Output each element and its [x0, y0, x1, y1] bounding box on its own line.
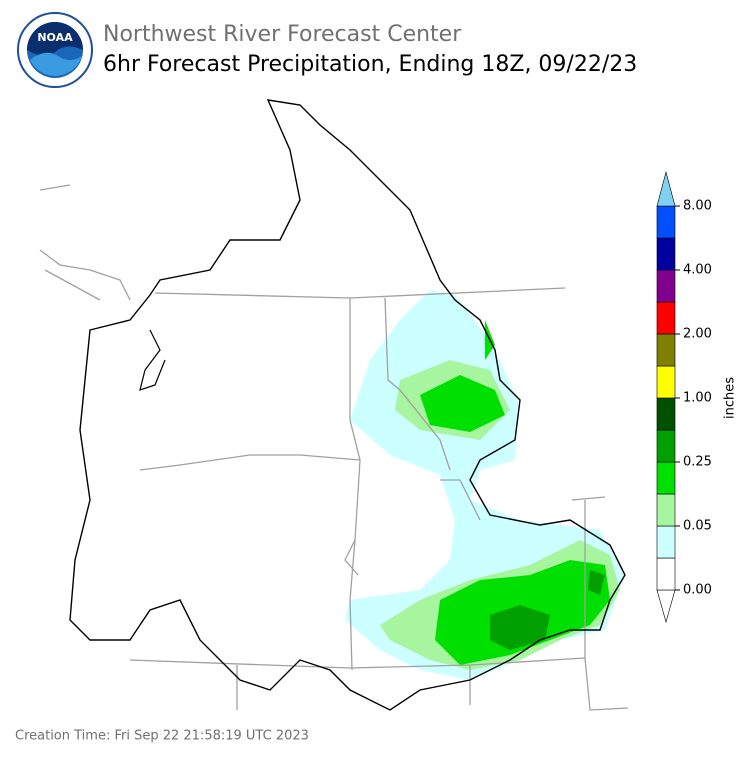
map-title: 6hr Forecast Precipitation, Ending 18Z, …: [103, 52, 637, 77]
colorbar-tick-label: 4.00: [683, 263, 712, 278]
logo-text: NOAA: [37, 31, 73, 44]
basin-boundary: [69, 99, 626, 711]
puget-sound: [139, 329, 166, 391]
org-name: Northwest River Forecast Center: [103, 22, 462, 47]
noaa-logo: NOAA: [17, 12, 93, 88]
state-boundaries: [39, 184, 629, 711]
colorbar-tick-label: 0.00: [683, 583, 712, 598]
colorbar-tick-label: 1.00: [683, 391, 712, 406]
colorbar-tick-label: 0.05: [683, 519, 712, 534]
precip-field: [345, 290, 625, 680]
colorbar-tick-label: 8.00: [683, 199, 712, 214]
colorbar: [656, 170, 676, 624]
colorbar-ticks: 0.00 0.05 0.25 1.00 2.00 4.00 8.00: [675, 199, 712, 598]
colorbar-tick-label: 2.00: [683, 327, 712, 342]
colorbar-label: inches: [723, 377, 738, 419]
colorbar-tick-label: 0.25: [683, 455, 712, 470]
creation-time: Creation Time: Fri Sep 22 21:58:19 UTC 2…: [15, 729, 309, 744]
